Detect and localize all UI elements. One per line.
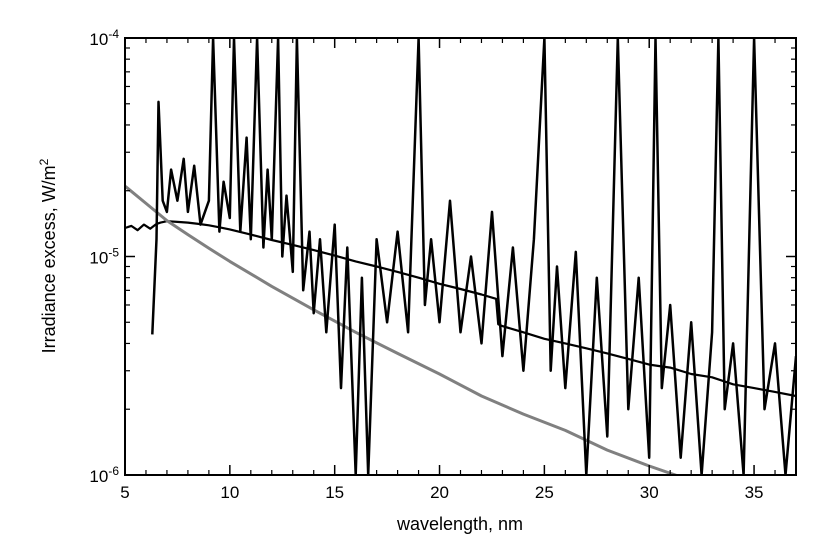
- x-tick-label: 30: [640, 483, 659, 502]
- y-axis-title-main: Irradiance excess, W/m: [39, 165, 59, 353]
- y-axis-title-superscript: 2: [37, 158, 51, 165]
- x-axis-title: wavelength, nm: [396, 514, 523, 534]
- y-axis-title: Irradiance excess, W/m2: [37, 158, 59, 353]
- x-tick-label: 5: [120, 483, 129, 502]
- y-tick-label: 10-4: [89, 27, 119, 49]
- ticks-layer: [124, 37, 797, 476]
- plot-frame: [124, 37, 797, 476]
- series-line-3: [151, 38, 796, 475]
- x-tick-label: 25: [535, 483, 554, 502]
- x-tick-label: 10: [220, 483, 239, 502]
- series-layer: [125, 38, 796, 475]
- y-tick-label: 10-6: [89, 464, 119, 486]
- tick-labels-layer: 5 10 15 20 25 30 35 10-6 10-5 10-4: [89, 27, 763, 502]
- x-tick-label: 35: [745, 483, 764, 502]
- y-tick-label: 10-5: [89, 246, 119, 268]
- series-line-2: [125, 184, 680, 475]
- x-tick-label: 20: [430, 483, 449, 502]
- x-tick-label: 15: [325, 483, 344, 502]
